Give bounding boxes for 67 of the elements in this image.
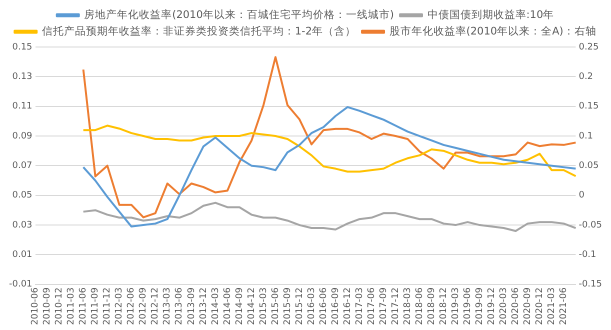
- x-tick-label: 2020-03: [499, 287, 509, 326]
- x-tick-label: 2020-12: [535, 287, 546, 326]
- x-tick-label: 2013-06: [174, 287, 185, 326]
- x-tick-label: 2017-12: [390, 287, 401, 326]
- x-tick-label: 2018-03: [402, 287, 413, 326]
- x-tick-label: 2014-03: [210, 287, 221, 326]
- x-tick-label: 2016-03: [306, 287, 317, 326]
- x-tick-label: 2012-03: [114, 287, 125, 326]
- x-tick-label: 2015-06: [270, 287, 281, 326]
- legend-label: 中债国债到期收益率:10年: [427, 8, 554, 21]
- x-tick-label: 2019-03: [450, 287, 461, 326]
- y-tick-label: 0.13: [12, 72, 32, 82]
- x-tick-label: 2014-09: [234, 287, 245, 326]
- y-tick-label: 0.09: [12, 131, 33, 142]
- x-tick-label: 2018-12: [438, 287, 449, 326]
- y-tick-label: 0.11: [12, 102, 32, 112]
- x-tick-label: 2016-06: [318, 287, 329, 326]
- y2-tick-label: 0.2: [578, 72, 594, 82]
- x-tick-label: 2012-09: [138, 287, 149, 326]
- y2-tick-label: -0.05: [578, 220, 602, 230]
- y-tick-label: -0.01: [8, 280, 32, 290]
- x-tick-label: 2011-03: [66, 287, 77, 326]
- x-tick-label: 2020-09: [523, 287, 534, 326]
- x-tick-label: 2016-12: [342, 287, 353, 326]
- x-tick-label: 2010-09: [42, 287, 53, 326]
- y2-tick-label: 0.15: [578, 102, 599, 112]
- x-tick-label: 2011-06: [78, 287, 89, 326]
- x-tick-label: 2021-06: [559, 287, 570, 326]
- y2-tick-label: -0.1: [578, 250, 596, 260]
- y2-tick-label: 0: [578, 190, 585, 201]
- x-tick-label: 2018-06: [414, 287, 425, 326]
- x-tick-label: 2010-06: [30, 287, 41, 326]
- x-tick-label: 2017-09: [378, 287, 389, 326]
- x-tick-label: 2019-09: [474, 287, 485, 326]
- x-tick-label: 2021-03: [547, 287, 558, 326]
- x-tick-label: 2018-09: [426, 287, 437, 326]
- y-tick-label: 0.01: [12, 250, 32, 260]
- x-tick-label: 2019-06: [462, 287, 473, 326]
- x-tick-label: 2011-09: [90, 287, 101, 326]
- y-tick-label: 0.07: [12, 161, 32, 172]
- y-tick-label: 0.03: [12, 220, 32, 230]
- x-tick-label: 2016-09: [330, 287, 341, 326]
- x-tick-label: 2013-03: [162, 287, 173, 326]
- x-tick-label: 2019-12: [486, 287, 497, 326]
- x-tick-label: 2013-09: [186, 287, 197, 326]
- legend-label: 房地产年化收益率(2010年以来：百城住宅平均价格：一线城市): [84, 8, 394, 21]
- y2-tick-label: 0.1: [578, 131, 594, 142]
- y-tick-label: 0.15: [12, 42, 32, 52]
- x-tick-label: 2017-03: [354, 287, 365, 326]
- y2-tick-label: 0.05: [578, 161, 599, 172]
- x-tick-label: 2015-09: [282, 287, 293, 326]
- y2-tick-label: 0.25: [578, 42, 599, 52]
- x-tick-label: 2015-12: [294, 287, 305, 326]
- x-tick-label: 2011-12: [102, 287, 113, 326]
- x-tick-label: 2015-03: [258, 287, 269, 326]
- x-tick-label: 2010-12: [54, 287, 65, 326]
- x-tick-label: 2014-06: [222, 287, 233, 326]
- y2-tick-label: -0.15: [578, 280, 602, 290]
- y-tick-label: 0.05: [12, 190, 32, 201]
- legend-label: 股市年化收益率(2010年以来：全A)：右轴: [389, 24, 596, 38]
- x-tick-label: 2017-06: [366, 287, 377, 326]
- legend-label: 信托产品预期年收益率：非证券类投资类信托平均：1-2年（含）: [42, 24, 356, 38]
- x-tick-label: 2014-12: [246, 287, 257, 326]
- x-tick-label: 2013-12: [198, 287, 209, 326]
- x-tick-label: 2012-12: [150, 287, 161, 326]
- x-tick-label: 2012-06: [126, 287, 137, 326]
- x-tick-label: 2020-06: [511, 287, 522, 326]
